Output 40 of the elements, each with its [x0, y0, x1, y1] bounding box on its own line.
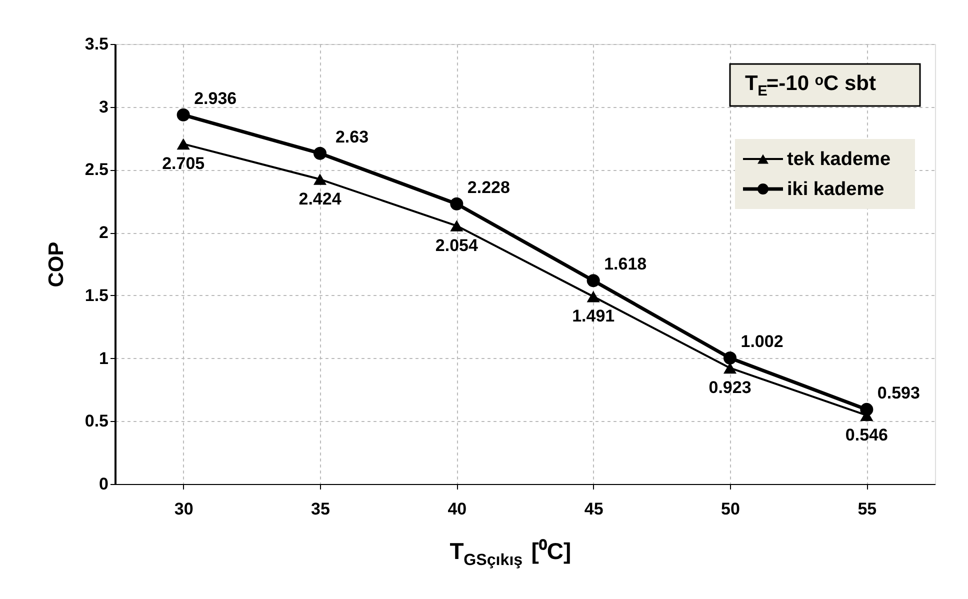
point	[586, 290, 600, 302]
x-tick-label: 35	[311, 500, 330, 518]
data-label: 2.228	[467, 178, 510, 197]
x-tick-label: 55	[858, 500, 877, 518]
point	[450, 220, 464, 232]
y-tick-label: 2.5	[84, 160, 108, 180]
data-label: 2.63	[335, 127, 369, 146]
point	[723, 362, 737, 374]
y-tick-label: 0.5	[84, 412, 108, 431]
point	[313, 174, 327, 185]
point	[586, 274, 600, 288]
data-label: 2.424	[298, 189, 342, 208]
y-axis-title: COP	[44, 242, 68, 288]
legend-label: iki kademe	[787, 179, 884, 200]
point	[450, 197, 464, 210]
x-tick-label: 45	[584, 500, 604, 518]
y-tick-label: 1	[99, 348, 108, 368]
data-label: 2.936	[194, 88, 237, 108]
point	[313, 146, 327, 160]
point	[176, 108, 190, 122]
x-tick-label: 30	[174, 500, 194, 518]
y-tick-label: 1.5	[84, 286, 108, 305]
point	[860, 402, 874, 416]
y-tick-label: 0	[99, 474, 108, 494]
data-label: 1.002	[740, 332, 784, 352]
data-label: 2.705	[162, 154, 205, 173]
data-label: 0.593	[877, 383, 920, 402]
point	[723, 352, 737, 365]
data-label: 2.054	[435, 236, 478, 255]
legend-label: tek kademe	[787, 149, 891, 170]
data-label: 1.618	[604, 254, 647, 274]
y-tick-label: 2	[99, 223, 108, 242]
point	[176, 138, 190, 150]
data-label: 1.491	[572, 306, 615, 326]
x-tick-label: 40	[448, 500, 467, 518]
data-label: 0.923	[708, 378, 752, 397]
data-label: 0.546	[845, 425, 888, 444]
y-tick-label: 3	[99, 97, 108, 116]
y-tick-label: 3.5	[84, 34, 108, 54]
x-tick-label: 50	[721, 500, 740, 518]
